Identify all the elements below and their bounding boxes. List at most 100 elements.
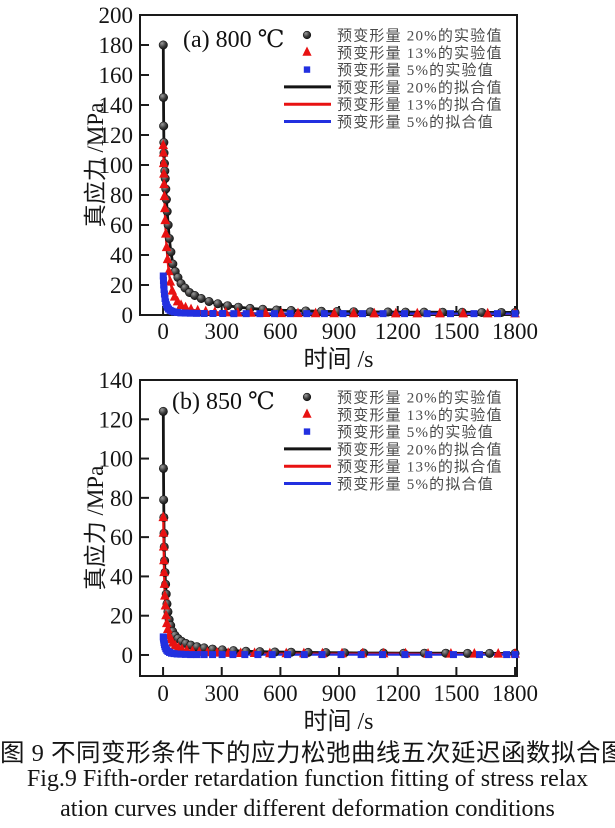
square-marker [241,651,249,659]
square-marker [186,309,194,317]
caption-english-line2: ation curves under different deformation… [60,796,555,822]
y-tick-label: 180 [99,33,134,58]
square-marker [320,310,328,318]
circle-marker [196,293,206,303]
square-marker [475,651,483,659]
y-tick-label: 120 [99,407,134,432]
square-marker [449,651,457,659]
square-marker [300,651,308,659]
legend-square-marker [303,66,311,73]
square-marker [470,310,478,318]
square-marker [447,310,455,318]
square-marker [359,310,367,318]
triangle-marker [165,276,176,286]
triangle-marker [162,253,173,264]
x-tick-label: 1500 [433,319,479,344]
series-4-fit-line [162,517,515,656]
square-marker [218,651,226,659]
square-marker [339,310,347,318]
square-marker [425,651,433,659]
square-marker [159,277,167,284]
triangle-marker [159,554,169,565]
square-marker [200,310,208,317]
legend-triangle-marker [302,46,312,56]
square-marker [511,310,519,318]
square-marker [503,651,511,659]
chart-850c: 0 300 600 900 1200 1500 1800 时间 /s 0 20 40 60 80 100 1… [83,368,538,735]
circle-marker [213,299,223,309]
triangle-marker [310,307,321,318]
triangle-marker [276,307,287,318]
x-tick-label: 600 [263,319,298,344]
legend-label: 预变形量 13%的拟合值 [337,97,503,114]
triangle-marker [329,307,339,318]
circle-marker [159,495,169,505]
caption-english-line1: Fig.9 Fifth-order retardation function f… [26,766,589,792]
square-marker [511,651,519,659]
triangle-marker [458,307,469,318]
triangle-marker [161,241,172,252]
series-2-markers [159,633,519,659]
series-1-markers [158,511,520,658]
legend-square-marker [303,428,311,435]
legend-label: 预变形量 13%的拟合值 [337,459,503,476]
legend-label: 预变形量 20%的拟合值 [337,79,503,96]
chart-title: (b) 850 ℃ [172,389,275,415]
square-marker [271,310,279,318]
square-marker [181,650,189,658]
square-marker [268,651,276,659]
square-marker [303,310,311,318]
x-tick-label: 900 [322,681,357,706]
circle-marker [158,406,168,416]
x-axis-title: 时间 /s [303,708,373,735]
x-tick-label: 1800 [492,681,538,706]
triangle-marker [159,178,169,189]
y-tick-label: 20 [110,604,133,629]
triangle-marker [159,168,169,178]
triangle-marker [158,511,169,522]
square-marker [209,310,217,317]
y-axis: 0 20 40 60 80 100 120 140 160 180 200 真应力 /MPa [83,3,149,328]
square-marker [242,310,250,318]
square-marker [173,650,181,658]
y-tick-label: 40 [110,564,133,589]
triangle-marker [158,157,169,168]
triangle-marker [161,609,171,620]
triangle-marker [159,566,169,577]
plot-frame [139,379,518,677]
y-axis-title: 真应力 /MPa [83,466,108,591]
square-marker [357,651,365,659]
x-tick-label: 300 [204,319,239,344]
x-axis-title: 时间 /s [303,346,373,373]
y-axis: 0 20 40 60 80 100 120 140 真应力 /MPa [83,368,149,668]
legend-label: 预变形量 13%的实验值 [337,407,503,424]
x-tick-label: 0 [157,681,169,706]
y-axis-title: 真应力 /MPa [83,103,108,228]
square-marker [200,651,208,659]
square-marker [318,651,326,659]
y-tick-label: 20 [110,273,133,298]
triangle-marker [160,599,171,610]
y-tick-label: 100 [99,153,134,178]
chart-title: (a) 800 ℃ [183,27,284,53]
square-marker [337,651,345,659]
y-tick-label: 160 [99,63,134,88]
x-tick-label: 600 [263,681,298,706]
square-marker [187,651,195,659]
y-tick-label: 0 [122,303,134,328]
square-marker [159,272,167,280]
legend-label: 预变形量 13%的实验值 [337,45,503,62]
square-marker [284,651,292,659]
legend-label: 预变形量 5%的拟合值 [337,114,494,131]
square-marker [286,310,294,318]
series-4-fit-line [162,145,515,315]
circle-marker [159,121,169,131]
square-marker [229,651,237,659]
square-marker [193,651,201,659]
x-tick-label: 1200 [375,319,421,344]
y-tick-label: 120 [99,123,134,148]
legend-label: 预变形量 5%的实验值 [337,424,494,441]
